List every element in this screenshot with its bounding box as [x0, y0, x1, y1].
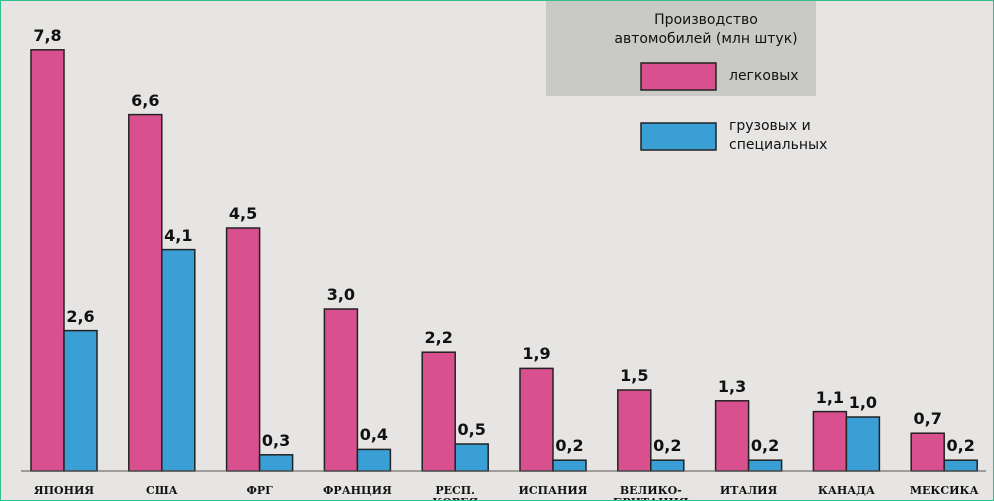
bar: [553, 460, 586, 471]
bar: [357, 449, 390, 471]
bar: [455, 444, 488, 471]
x-tick-label: ЯПОНИЯ: [16, 485, 112, 497]
x-tick-label: ИТАЛИЯ: [701, 485, 797, 497]
legend-title: Производство автомобилей (млн штук): [606, 11, 806, 49]
value-label: 0,2: [740, 436, 790, 455]
bar: [846, 417, 879, 471]
value-label: 2,2: [414, 328, 464, 347]
bar: [813, 412, 846, 471]
legend-label: грузовых и специальных: [729, 117, 839, 155]
value-label: 2,6: [56, 307, 106, 326]
value-label: 0,2: [642, 436, 692, 455]
bar: [944, 460, 977, 471]
bar: [520, 368, 553, 471]
x-tick-label: ИСПАНИЯ: [505, 485, 601, 497]
bar: [129, 115, 162, 471]
bar: [618, 390, 651, 471]
bar: [422, 352, 455, 471]
x-tick-label: США: [114, 485, 210, 497]
x-tick-label: ФРАНЦИЯ: [309, 485, 405, 497]
legend-swatch: [641, 123, 716, 150]
value-label: 0,3: [251, 431, 301, 450]
value-label: 0,5: [447, 420, 497, 439]
value-label: 4,1: [153, 226, 203, 245]
value-label: 6,6: [120, 91, 170, 110]
value-label: 0,7: [903, 409, 953, 428]
value-label: 3,0: [316, 285, 366, 304]
x-tick-label: КАНАДА: [798, 485, 894, 497]
x-tick-label: ВЕЛИКО- БРИТАНИЯ: [603, 485, 699, 501]
bar: [324, 309, 357, 471]
legend-label: легковых: [729, 67, 879, 86]
value-label: 1,3: [707, 377, 757, 396]
x-tick-label: МЕКСИКА: [896, 485, 992, 497]
bar: [31, 50, 64, 471]
value-label: 1,0: [838, 393, 888, 412]
value-label: 1,9: [512, 344, 562, 363]
bar: [162, 250, 195, 471]
bar: [749, 460, 782, 471]
bar: [64, 331, 97, 471]
bar: [260, 455, 293, 471]
x-tick-label: ФРГ: [212, 485, 308, 497]
chart: Производство автомобилей (млн штук) ЯПОН…: [0, 0, 994, 501]
value-label: 4,5: [218, 204, 268, 223]
value-label: 0,4: [349, 425, 399, 444]
value-label: 0,2: [936, 436, 986, 455]
x-tick-label: РЕСП. КОРЕЯ: [407, 485, 503, 501]
value-label: 7,8: [23, 26, 73, 45]
legend-swatch: [641, 63, 716, 90]
bar: [651, 460, 684, 471]
value-label: 1,5: [609, 366, 659, 385]
value-label: 0,2: [545, 436, 595, 455]
